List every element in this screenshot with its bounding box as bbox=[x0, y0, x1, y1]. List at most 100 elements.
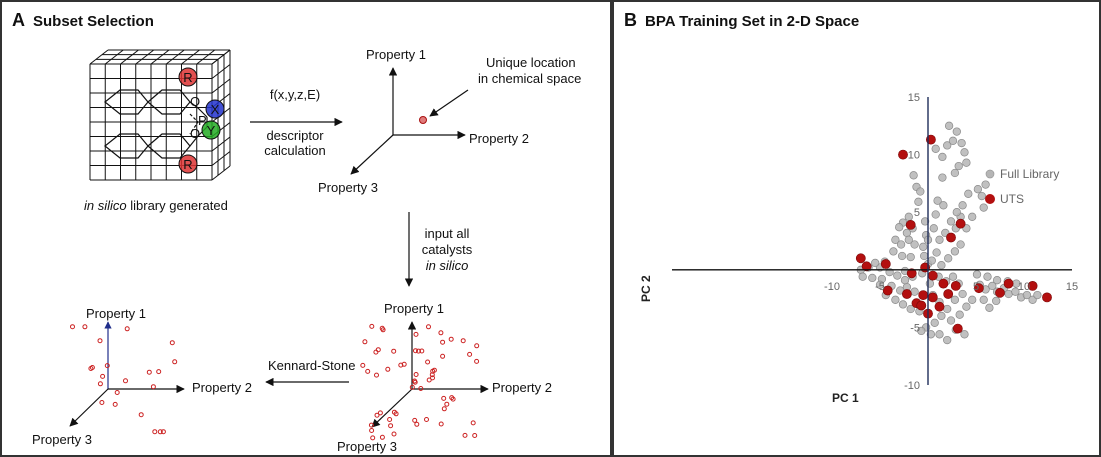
cube-grid-line bbox=[120, 49, 139, 65]
uts-point bbox=[973, 283, 984, 294]
full-library-points bbox=[360, 323, 480, 441]
full-library-point bbox=[954, 161, 963, 171]
full-library-point bbox=[431, 367, 437, 373]
panel-a-title-text: Subset Selection bbox=[33, 13, 154, 30]
svg-text:Y: Y bbox=[207, 123, 216, 138]
full-library-point bbox=[935, 330, 944, 339]
full-library-point bbox=[379, 325, 385, 331]
subset-point bbox=[150, 384, 156, 390]
x-tick-label: -5 bbox=[875, 281, 885, 293]
uts-point bbox=[861, 261, 872, 272]
axes3-property-3: Property 3 bbox=[32, 432, 92, 447]
uts-point bbox=[955, 218, 966, 229]
full-library-point bbox=[412, 378, 418, 384]
subset-point bbox=[146, 369, 152, 375]
cube-grid-line bbox=[211, 78, 231, 94]
full-library-point bbox=[858, 272, 867, 281]
full-library-point bbox=[891, 235, 900, 244]
cube-grid-line bbox=[150, 49, 170, 65]
full-library-point bbox=[369, 428, 375, 433]
panel-b: B BPA Training Set in 2-D Space -10 -5 5 10 1… bbox=[612, 0, 1101, 457]
full-library-point bbox=[474, 358, 480, 364]
full-library-point bbox=[898, 300, 908, 309]
panel-b-title-text: BPA Training Set in 2-D Space bbox=[645, 13, 860, 30]
full-library-point bbox=[950, 295, 960, 304]
full-library-point bbox=[926, 330, 936, 339]
phosphorus-label: P bbox=[198, 113, 207, 128]
full-library-point bbox=[935, 235, 944, 244]
cube-grid-line bbox=[211, 151, 231, 166]
descriptor-label-2: calculation bbox=[264, 143, 325, 158]
full-library-point bbox=[931, 210, 940, 219]
full-library-point bbox=[419, 348, 425, 354]
input-label-2: catalysts bbox=[422, 242, 473, 257]
svg-text:R: R bbox=[183, 157, 192, 172]
full-library-point bbox=[1033, 290, 1042, 300]
full-library-point bbox=[937, 311, 946, 321]
full-library-point bbox=[391, 348, 397, 354]
uts-point bbox=[943, 289, 954, 299]
axes2-property-1: Property 1 bbox=[384, 301, 444, 316]
full-library-point bbox=[373, 349, 379, 355]
oxygen-bottom-label: O bbox=[190, 126, 200, 141]
full-library-point bbox=[948, 136, 958, 145]
full-library-point bbox=[946, 217, 956, 226]
cube-grid-line bbox=[211, 64, 231, 79]
full-library-point bbox=[413, 348, 418, 354]
full-library-point bbox=[424, 417, 429, 422]
full-library-point bbox=[916, 187, 925, 196]
full-library-point bbox=[927, 256, 936, 265]
full-library-point bbox=[871, 258, 880, 268]
full-library-point bbox=[992, 276, 1002, 285]
full-library-point bbox=[374, 412, 380, 418]
full-library-point bbox=[868, 273, 877, 283]
axes1-property-3: Property 3 bbox=[318, 180, 378, 195]
full-library-point bbox=[441, 406, 447, 412]
chart-legend: Full Library UTS bbox=[985, 167, 1059, 206]
full-library-point bbox=[929, 224, 938, 233]
full-library-point bbox=[943, 304, 952, 314]
full-library-point bbox=[906, 252, 915, 262]
full-library-point bbox=[895, 223, 904, 232]
cube-grid-line bbox=[104, 49, 124, 65]
subset-point bbox=[160, 429, 166, 435]
full-library-point bbox=[909, 171, 918, 180]
full-library-point bbox=[425, 359, 431, 365]
kennard-stone-label: Kennard-Stone bbox=[268, 358, 355, 373]
full-library-point bbox=[441, 395, 447, 401]
y-tick-label: 5 bbox=[914, 207, 920, 219]
panel-a-title: A Subset Selection bbox=[12, 10, 154, 31]
subset-point bbox=[97, 338, 103, 344]
y-group: Y bbox=[201, 120, 221, 140]
axes2-property-2: Property 2 bbox=[492, 380, 552, 395]
property-axes-subset bbox=[69, 321, 185, 427]
full-library-point bbox=[438, 330, 444, 336]
full-library-point bbox=[943, 335, 952, 345]
subset-point bbox=[99, 400, 105, 405]
legend-uts-label: UTS bbox=[1000, 192, 1024, 206]
subset-point bbox=[104, 363, 110, 369]
uts-point bbox=[918, 290, 929, 300]
full-library-point bbox=[917, 326, 926, 336]
library-caption: in silico library generated bbox=[84, 198, 228, 213]
full-library-point bbox=[387, 417, 393, 422]
full-library-point bbox=[440, 339, 446, 345]
full-library-point bbox=[391, 431, 397, 437]
legend-uts-marker bbox=[985, 194, 995, 204]
full-library-point bbox=[979, 295, 988, 304]
full-library-point bbox=[958, 289, 967, 299]
subset-point bbox=[124, 326, 130, 332]
full-library-point bbox=[474, 343, 480, 349]
full-library-point bbox=[983, 272, 992, 281]
subset-point bbox=[100, 373, 106, 379]
bpa-molecule-sketch bbox=[104, 89, 208, 159]
cube-grid-line bbox=[211, 165, 231, 181]
cube-grid-line bbox=[135, 49, 155, 65]
full-library-point bbox=[377, 410, 383, 416]
full-library-point bbox=[920, 217, 930, 226]
function-label: f(x,y,z,E) bbox=[270, 87, 320, 102]
full-library-point bbox=[440, 353, 446, 359]
subset-point bbox=[89, 365, 95, 370]
full-library-point bbox=[958, 201, 967, 210]
full-library-point bbox=[952, 208, 961, 217]
